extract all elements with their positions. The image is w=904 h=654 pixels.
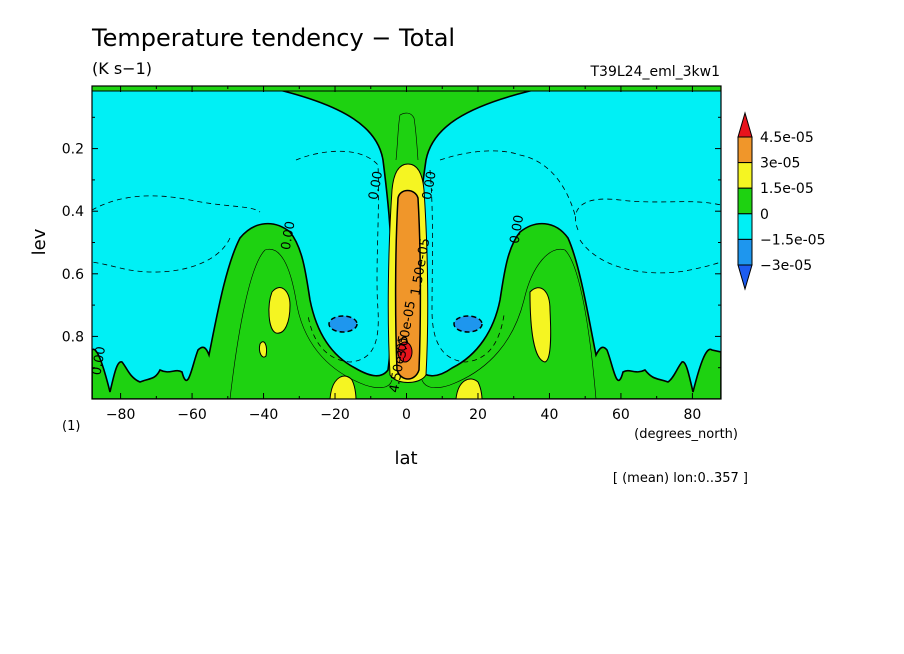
units-label: (K s−1) <box>92 59 152 78</box>
contour-label: 0.00 <box>420 170 440 201</box>
colorbar-label: 4.5e-05 <box>760 130 814 146</box>
colorbar-swatch <box>737 162 753 189</box>
x-axis-label: lat <box>394 448 417 469</box>
colorbar-arrow-bottom <box>737 264 753 291</box>
y-axis-label: lev <box>29 228 50 255</box>
contour-line-negative <box>439 150 576 216</box>
contour-band-max <box>397 341 413 363</box>
contour-blue-patch <box>328 315 358 333</box>
contour-field <box>92 86 721 399</box>
contour-line-negative <box>575 198 721 231</box>
x-tick-label: 20 <box>469 407 487 423</box>
run-label: T39L24_eml_3kw1 <box>590 64 721 80</box>
x-tick-label: −40 <box>249 407 279 423</box>
contour-line <box>421 248 597 399</box>
contour-line-negative <box>92 195 261 213</box>
colorbar-swatch <box>737 136 753 164</box>
colorbar-legend: 4.5e-05 3e-05 1.5e-05 0 −1.5e-05 −3e-05 <box>737 111 825 291</box>
x-tick-label: 80 <box>683 407 701 423</box>
contour-line-negative <box>579 239 721 274</box>
y-tick-label: 0.4 <box>62 204 84 220</box>
y-tick-label: 0.6 <box>62 267 84 283</box>
y-tick-label: 0.8 <box>62 329 84 345</box>
y-axis-units: (1) <box>62 419 80 434</box>
y-tick-label: 0.2 <box>62 142 84 158</box>
contour-line <box>395 112 419 161</box>
colorbar-label: 1.5e-05 <box>760 181 814 197</box>
colorbar-swatch <box>737 187 753 215</box>
contour-blue-patch <box>453 315 483 333</box>
contour-yellow-patch <box>268 287 291 334</box>
colorbar-label: −3e-05 <box>760 258 812 274</box>
y-axis: 0.2 0.4 0.6 0.8 <box>62 116 721 369</box>
contour-yellow-patch <box>329 375 357 399</box>
x-tick-label: −20 <box>320 407 350 423</box>
contour-yellow-patch <box>259 341 267 358</box>
chart-title: Temperature tendency − Total <box>91 24 455 52</box>
contour-line-negative <box>92 237 231 273</box>
contour-label: 0.00 <box>89 345 109 376</box>
x-axis-units: (degrees_north) <box>634 427 738 442</box>
x-tick-label: 40 <box>541 407 559 423</box>
contour-yellow-patch <box>455 378 483 399</box>
contour-label: 0.00 <box>366 170 386 201</box>
x-tick-label: −80 <box>106 407 136 423</box>
contour-label: 0.00 <box>508 214 528 245</box>
x-tick-label: 0 <box>402 407 411 423</box>
colorbar-arrow-top <box>737 111 753 138</box>
contour-label: 0.00 <box>279 220 299 251</box>
contour-yellow-patch <box>529 287 552 363</box>
footnote: [ (mean) lon:0..357 ] <box>613 471 748 486</box>
contour-line-negative <box>295 150 379 363</box>
x-tick-label: 60 <box>612 407 630 423</box>
colorbar-label: 0 <box>760 207 769 223</box>
x-axis: −80 −60 −40 −20 0 20 40 60 80 <box>106 86 701 423</box>
contour-band-positive-high <box>394 189 422 380</box>
colorbar-swatch <box>737 238 753 266</box>
colorbar-swatch <box>737 213 753 240</box>
x-tick-label: −60 <box>177 407 207 423</box>
contour-line <box>229 248 393 399</box>
contour-line-negative <box>429 169 505 363</box>
colorbar-label: −1.5e-05 <box>760 232 825 248</box>
colorbar-label: 3e-05 <box>760 156 800 172</box>
